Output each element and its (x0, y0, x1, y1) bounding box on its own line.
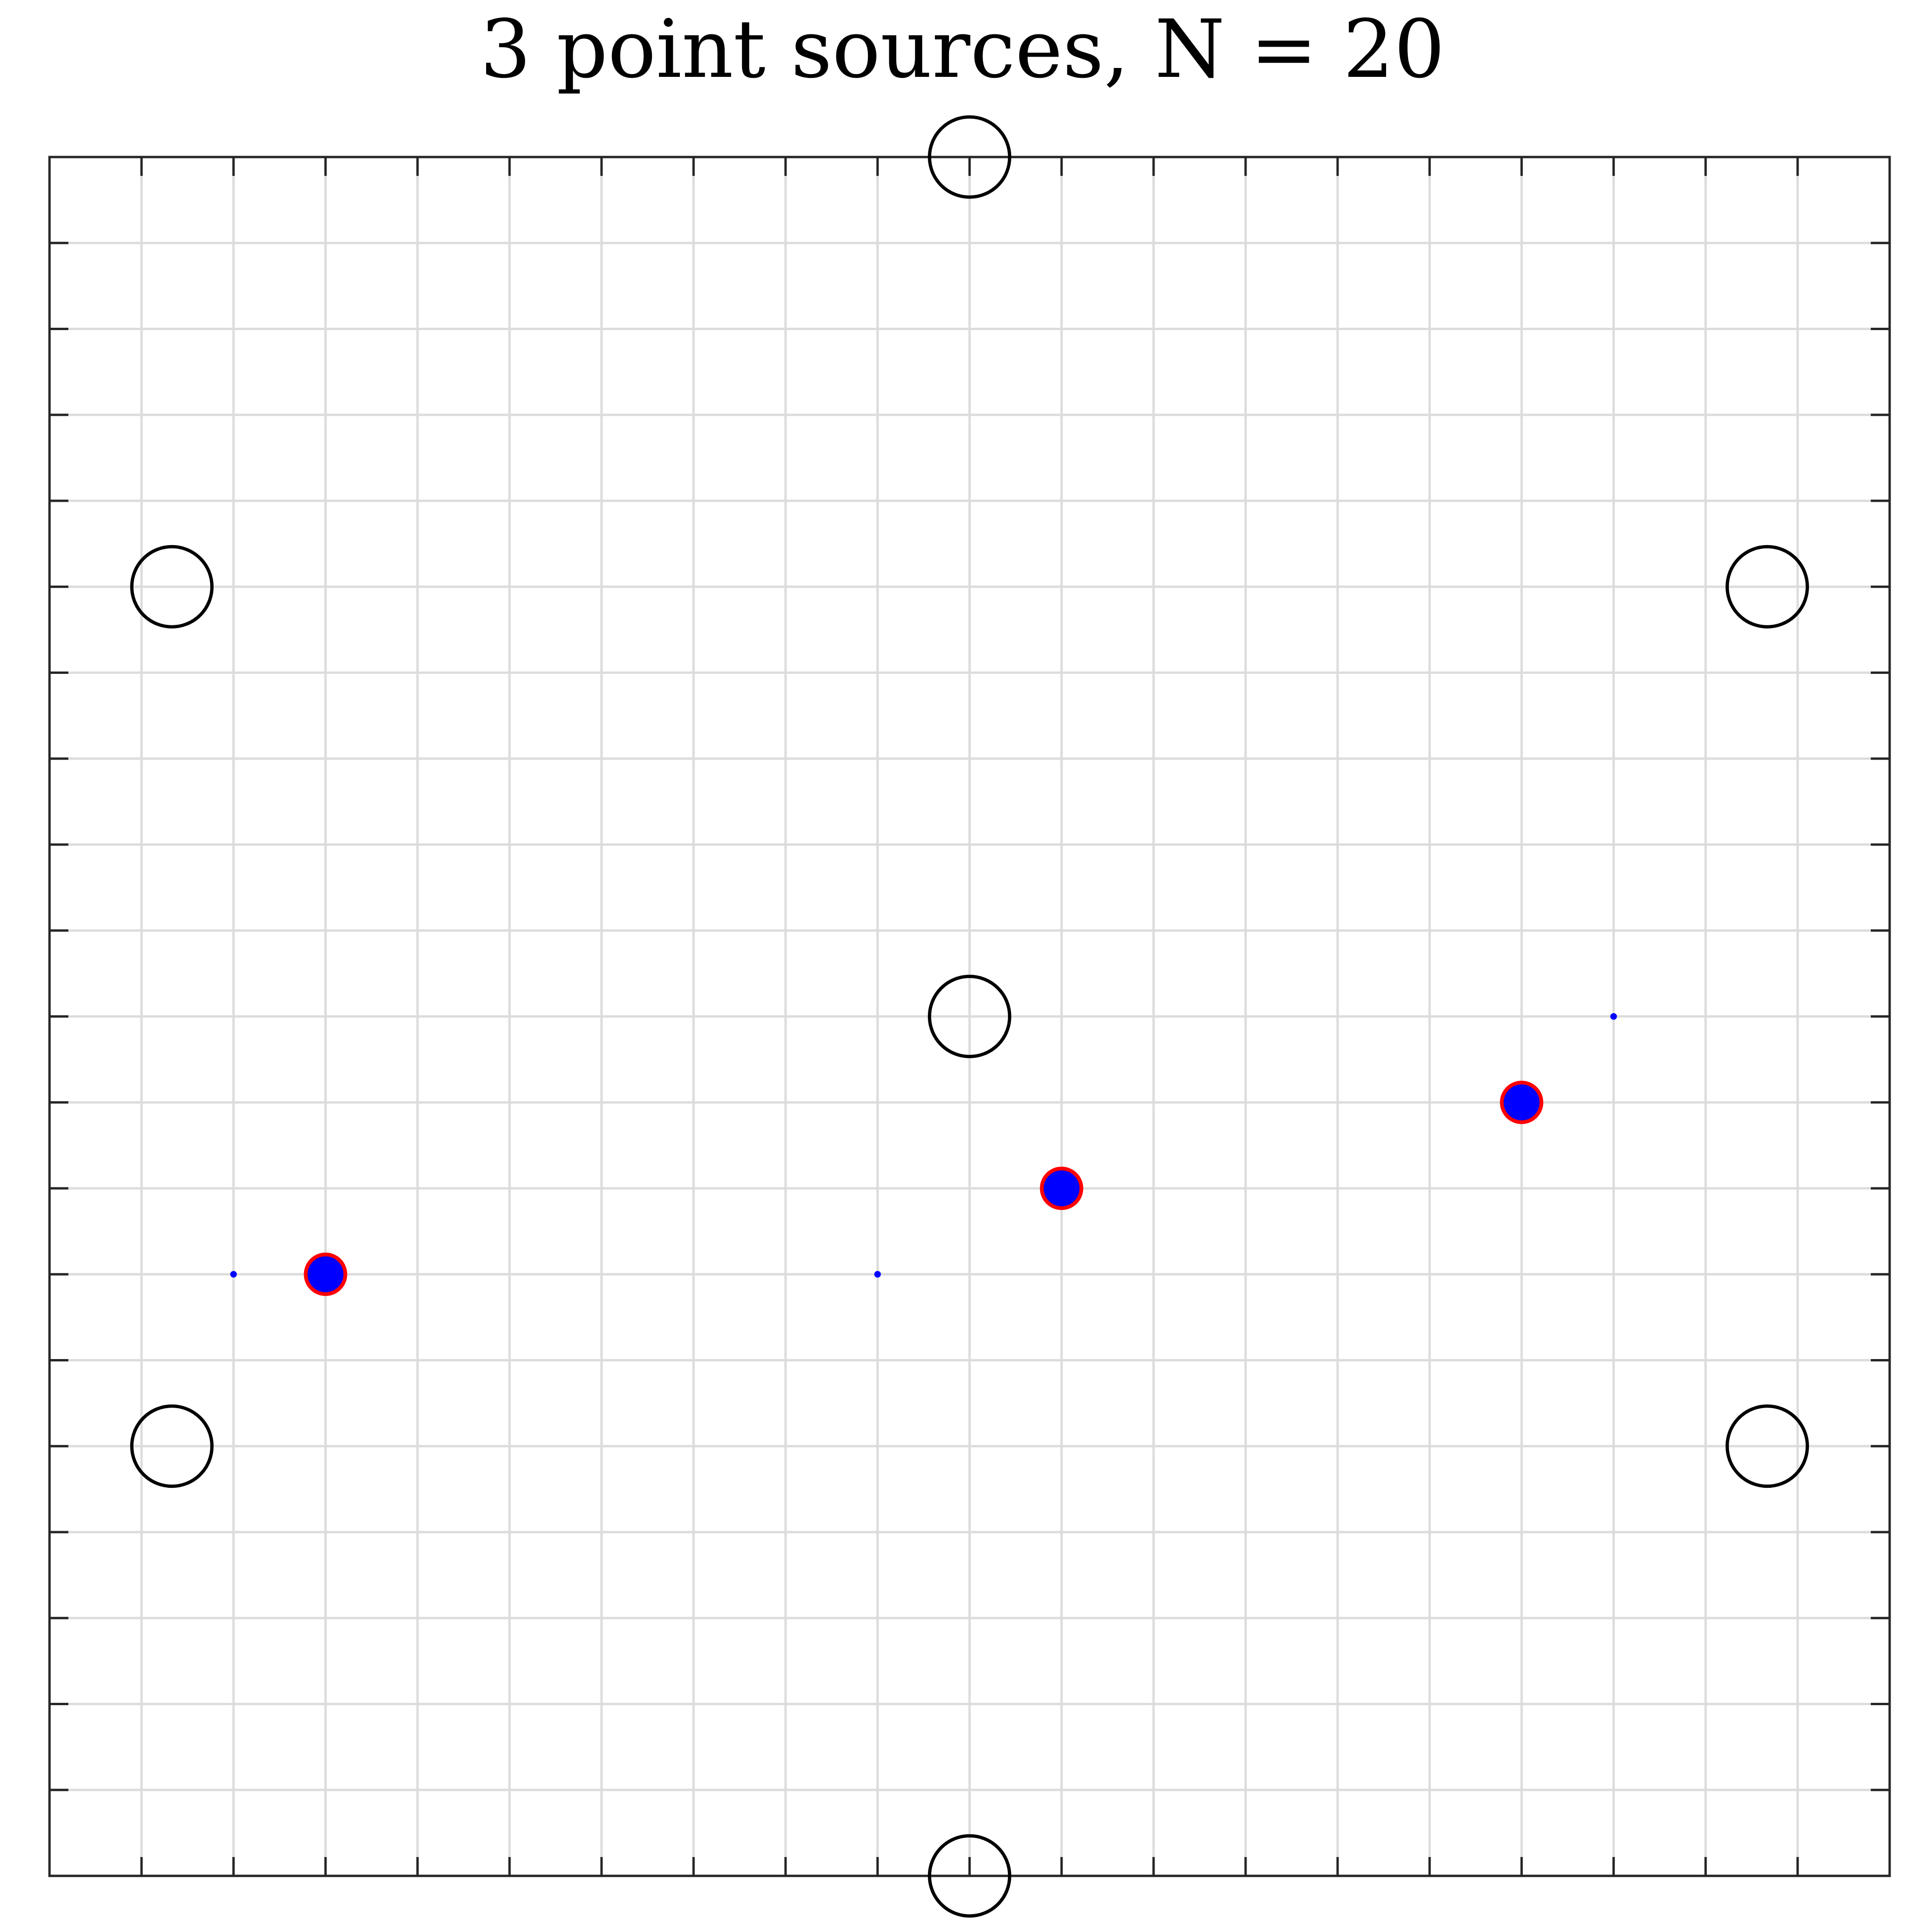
source-point (304, 1252, 347, 1296)
detector-open-circle (928, 115, 1011, 199)
detector-open-circle (928, 975, 1011, 1058)
chart-title: 3 point sources, N = 20 (480, 3, 1445, 96)
grid-lines (50, 157, 1890, 1876)
small-dot-point (230, 1271, 237, 1278)
detector-open-circle (130, 545, 214, 629)
data-markers (130, 115, 1809, 1918)
small-dot-point (1610, 1013, 1617, 1020)
small-dot-point (874, 1271, 881, 1278)
detector-open-circle (130, 1404, 214, 1488)
detector-open-circle (1725, 545, 1809, 629)
detector-open-circle (928, 1834, 1011, 1918)
source-point (1040, 1167, 1083, 1210)
detector-open-circle (1725, 1404, 1809, 1488)
tick-marks (48, 156, 1891, 1877)
source-point (1500, 1080, 1544, 1124)
